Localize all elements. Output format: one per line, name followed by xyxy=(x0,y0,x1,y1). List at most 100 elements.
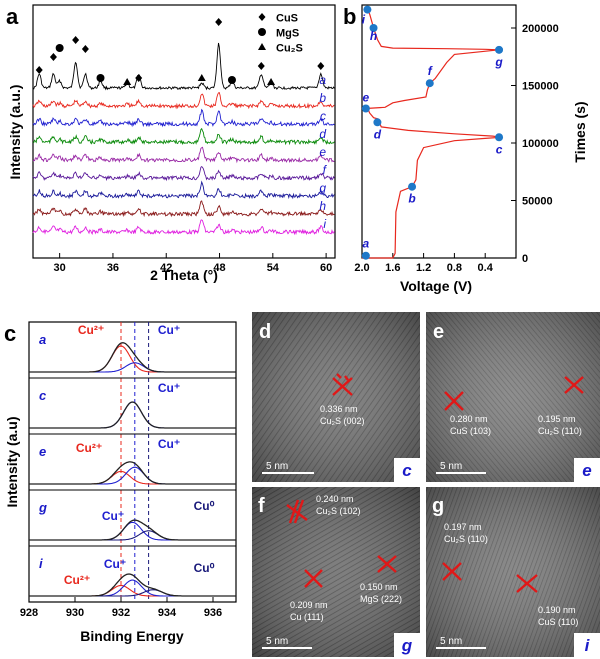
xps-annotation: Cu⁺ xyxy=(158,437,180,451)
tem-note-d-1b: Cu₂S (002) xyxy=(320,416,365,426)
triangle-marker xyxy=(267,78,276,85)
voltage-point-label: h xyxy=(370,29,377,43)
panel-label-e: e xyxy=(433,321,444,343)
xps-annotation: Cu⁺ xyxy=(158,381,180,395)
legend-label: Cu₂S xyxy=(276,43,303,55)
tem-panel-d: d 0.336 nm Cu₂S (002) 5 nm c xyxy=(252,312,420,482)
xps-component-a xyxy=(29,345,236,373)
lattice-marker xyxy=(286,499,397,588)
voltage-point-c xyxy=(495,133,504,142)
voltage-point-label: d xyxy=(374,127,382,141)
scale-label: 5 nm xyxy=(266,636,288,647)
voltage-point-label: a xyxy=(363,237,370,251)
x-tick-label: 928 xyxy=(20,607,38,619)
xps-subplot-label: e xyxy=(39,444,46,459)
circle-marker xyxy=(96,74,105,82)
voltage-y-axis-label: Times (s) xyxy=(572,101,588,162)
y-tick-label: 0 xyxy=(522,253,528,265)
xrd-series-label: c xyxy=(320,109,326,123)
voltage-point-b xyxy=(408,182,417,191)
lattice-marker xyxy=(442,562,538,593)
voltage-point-a xyxy=(361,251,370,260)
xrd-series-i xyxy=(32,219,335,236)
x-tick-label: 30 xyxy=(54,262,66,274)
xps-component-c xyxy=(29,401,236,429)
circle-marker xyxy=(55,44,64,52)
xps-envelope-e xyxy=(29,461,236,485)
panel-label-a: a xyxy=(6,4,19,29)
panel-label-d: d xyxy=(259,321,271,343)
diamond-marker xyxy=(258,13,266,21)
y-tick-label: 100000 xyxy=(522,138,559,150)
xps-subplot-label: a xyxy=(39,332,46,347)
xps-component-a xyxy=(29,362,236,373)
xps-component-i xyxy=(29,589,236,597)
diamond-marker xyxy=(72,36,80,44)
tem-note-f-1b: Cu₂S (102) xyxy=(316,506,361,516)
xps-annotation: Cu⁺ xyxy=(102,509,124,523)
tem-note-f-1: 0.240 nm xyxy=(316,494,354,504)
voltage-point-label: e xyxy=(363,91,370,105)
xps-annotation: Cu²⁺ xyxy=(64,573,90,587)
x-tick-label: 36 xyxy=(107,262,119,274)
xps-component-e xyxy=(29,466,236,485)
tem-panel-e: e 0.280 nm CuS (103) 0.195 nm Cu₂S (110)… xyxy=(426,312,600,482)
xps-subplot-label: g xyxy=(38,500,47,515)
circle-marker xyxy=(258,28,266,36)
xps-annotation: Cu²⁺ xyxy=(76,441,102,455)
tem-panel-g: g 0.197 nm Cu₂S (110) 0.190 nm CuS (110)… xyxy=(426,487,600,657)
tem-note-d-1: 0.336 nm xyxy=(320,404,358,414)
xps-annotation: Cu⁺ xyxy=(158,323,180,337)
xrd-series-label: b xyxy=(319,91,326,105)
xps-envelope-g xyxy=(29,519,236,541)
xrd-series-label: a xyxy=(319,73,326,87)
voltage-point-label: b xyxy=(408,192,415,206)
triangle-marker xyxy=(123,78,132,85)
xrd-series-d xyxy=(32,127,335,146)
x-tick-label: 2.0 xyxy=(354,262,369,274)
voltage-time-curve xyxy=(362,9,501,259)
y-tick-label: 50000 xyxy=(522,196,553,208)
x-tick-label: 930 xyxy=(66,607,84,619)
x-tick-label: 1.2 xyxy=(416,262,431,274)
x-tick-label: 936 xyxy=(204,607,222,619)
xps-plot-frame xyxy=(28,321,237,603)
tem-note-g-1: 0.197 nm xyxy=(444,522,482,532)
y-tick-label: 150000 xyxy=(522,81,559,93)
xps-component-i xyxy=(29,584,236,597)
voltage-plot-frame xyxy=(361,4,517,259)
tem-note-e-2b: Cu₂S (110) xyxy=(538,426,582,436)
xrd-plot-frame xyxy=(32,4,336,259)
panel-label-c: c xyxy=(4,321,16,346)
voltage-point-d xyxy=(373,118,382,127)
y-tick-label: 200000 xyxy=(522,23,559,35)
x-tick-label: 0.4 xyxy=(478,262,494,274)
voltage-point-i xyxy=(363,5,372,14)
x-tick-label: 932 xyxy=(112,607,130,619)
xrd-series-label: g xyxy=(319,181,326,195)
diamond-marker xyxy=(135,74,143,82)
voltage-point-e xyxy=(361,104,370,113)
xrd-series-e xyxy=(32,146,335,164)
triangle-marker xyxy=(197,74,206,81)
xrd-series-label: e xyxy=(319,145,326,159)
xps-annotation: Cu⁰ xyxy=(194,561,215,575)
xps-x-axis-label: Binding Energy xyxy=(80,628,184,644)
xps-component-g xyxy=(29,530,236,541)
scale-label: 5 nm xyxy=(440,461,462,472)
tem-note-f-2b: Cu (111) xyxy=(290,612,324,622)
voltage-point-f xyxy=(425,79,434,88)
xps-component-e xyxy=(29,470,236,485)
lattice-marker xyxy=(332,373,353,396)
xrd-series-f xyxy=(32,166,335,182)
xrd-series-b xyxy=(32,92,335,110)
diamond-marker xyxy=(317,62,325,70)
xrd-series-c xyxy=(32,108,335,128)
xrd-x-axis-label: 2 Theta (°) xyxy=(150,267,218,283)
scale-label: 5 nm xyxy=(440,636,462,647)
panel-label-b: b xyxy=(343,4,356,29)
voltage-point-label: c xyxy=(496,142,503,156)
legend-label: CuS xyxy=(276,13,298,25)
